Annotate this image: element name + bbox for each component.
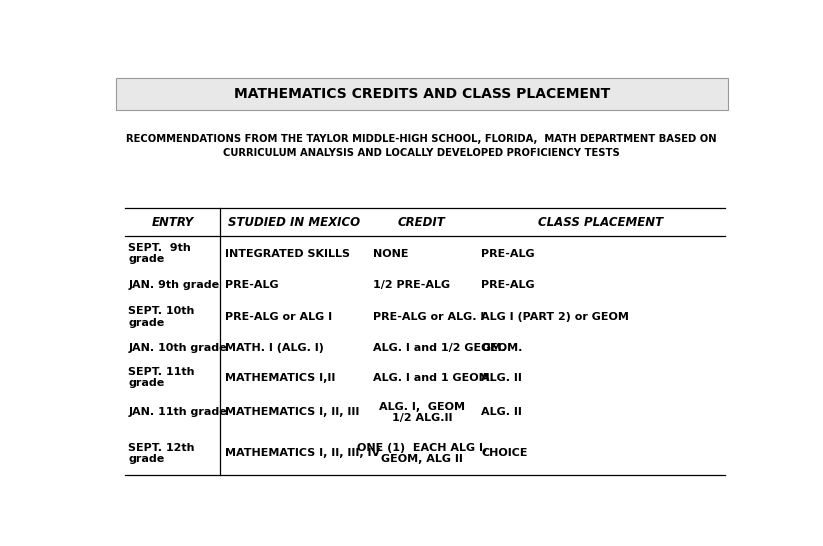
Text: ENTRY: ENTRY <box>151 216 193 229</box>
Text: INTEGRATED SKILLS: INTEGRATED SKILLS <box>225 248 350 259</box>
Text: ALG I (PART 2) or GEOM: ALG I (PART 2) or GEOM <box>481 312 629 322</box>
Text: PRE-ALG: PRE-ALG <box>481 248 535 259</box>
Text: RECOMMENDATIONS FROM THE TAYLOR MIDDLE-HIGH SCHOOL, FLORIDA,  MATH DEPARTMENT BA: RECOMMENDATIONS FROM THE TAYLOR MIDDLE-H… <box>127 134 717 144</box>
Text: MATHEMATICS CREDITS AND CLASS PLACEMENT: MATHEMATICS CREDITS AND CLASS PLACEMENT <box>234 87 610 101</box>
Text: PRE-ALG or ALG I: PRE-ALG or ALG I <box>225 312 332 322</box>
Text: ALG. I and 1/2 GEOM.: ALG. I and 1/2 GEOM. <box>373 343 505 353</box>
Text: PRE-ALG or ALG. I: PRE-ALG or ALG. I <box>373 312 484 322</box>
Text: CHOICE: CHOICE <box>481 448 528 458</box>
Text: ALG. I and 1 GEOM.: ALG. I and 1 GEOM. <box>373 373 494 383</box>
Text: PRE-ALG: PRE-ALG <box>225 280 278 290</box>
Text: GEOM.: GEOM. <box>481 343 523 353</box>
Text: JAN. 9th grade: JAN. 9th grade <box>128 280 220 290</box>
FancyBboxPatch shape <box>115 78 728 110</box>
Text: MATHEMATICS I,II: MATHEMATICS I,II <box>225 373 335 383</box>
Text: JAN. 11th grade: JAN. 11th grade <box>128 407 227 417</box>
Text: SEPT. 10th
grade: SEPT. 10th grade <box>128 306 195 328</box>
Text: JAN. 10th grade: JAN. 10th grade <box>128 343 227 353</box>
Text: PRE-ALG: PRE-ALG <box>481 280 535 290</box>
Text: ALG. II: ALG. II <box>481 373 522 383</box>
Text: ONE (1)  EACH ALG I,
GEOM, ALG II: ONE (1) EACH ALG I, GEOM, ALG II <box>356 443 487 464</box>
Text: SEPT. 11th
grade: SEPT. 11th grade <box>128 367 195 389</box>
Text: CREDIT: CREDIT <box>398 216 446 229</box>
Text: MATHEMATICS I, II, III, IV: MATHEMATICS I, II, III, IV <box>225 448 380 458</box>
Text: ALG. I,  GEOM
1/2 ALG.II: ALG. I, GEOM 1/2 ALG.II <box>379 401 465 423</box>
Text: SEPT.  9th
grade: SEPT. 9th grade <box>128 243 191 264</box>
Text: MATHEMATICS I, II, III: MATHEMATICS I, II, III <box>225 407 359 417</box>
Text: STUDIED IN MEXICO: STUDIED IN MEXICO <box>227 216 360 229</box>
Text: 1/2 PRE-ALG: 1/2 PRE-ALG <box>373 280 450 290</box>
Text: CURRICULUM ANALYSIS AND LOCALLY DEVELOPED PROFICIENCY TESTS: CURRICULUM ANALYSIS AND LOCALLY DEVELOPE… <box>223 147 621 158</box>
Text: SEPT. 12th
grade: SEPT. 12th grade <box>128 443 195 464</box>
Text: CLASS PLACEMENT: CLASS PLACEMENT <box>537 216 663 229</box>
Text: ALG. II: ALG. II <box>481 407 522 417</box>
Text: NONE: NONE <box>373 248 408 259</box>
Text: MATH. I (ALG. I): MATH. I (ALG. I) <box>225 343 323 353</box>
